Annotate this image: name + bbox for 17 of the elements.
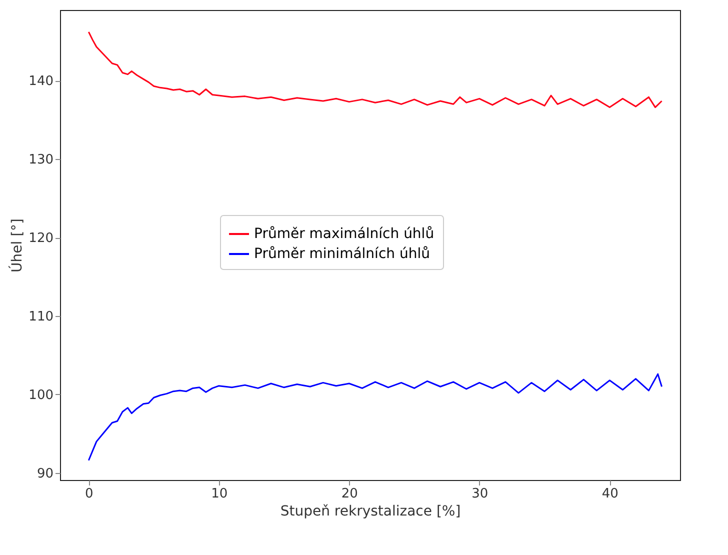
y-tick-label: 120	[28, 231, 54, 246]
y-tick-label: 100	[28, 388, 54, 403]
legend-label: Průměr minimálních úhlů	[254, 246, 430, 262]
y-tick-label: 90	[36, 466, 54, 482]
x-tick-label: 0	[85, 486, 94, 502]
x-tick-label: 20	[341, 486, 358, 502]
y-axis-title: Úhel [°]	[8, 218, 26, 272]
x-tick-label: 10	[211, 486, 228, 502]
line-series	[88, 31, 663, 108]
legend-label: Průměr maximálních úhlů	[254, 226, 434, 242]
x-axis-title: Stupeň rekrystalizace [%]	[280, 504, 461, 520]
y-tick-label: 110	[28, 310, 54, 325]
y-tick-label: 130	[28, 152, 54, 168]
line-series	[88, 373, 663, 462]
x-tick-label: 40	[602, 486, 618, 502]
x-tick-label: 30	[472, 486, 488, 502]
y-tick-label: 140	[28, 74, 54, 90]
